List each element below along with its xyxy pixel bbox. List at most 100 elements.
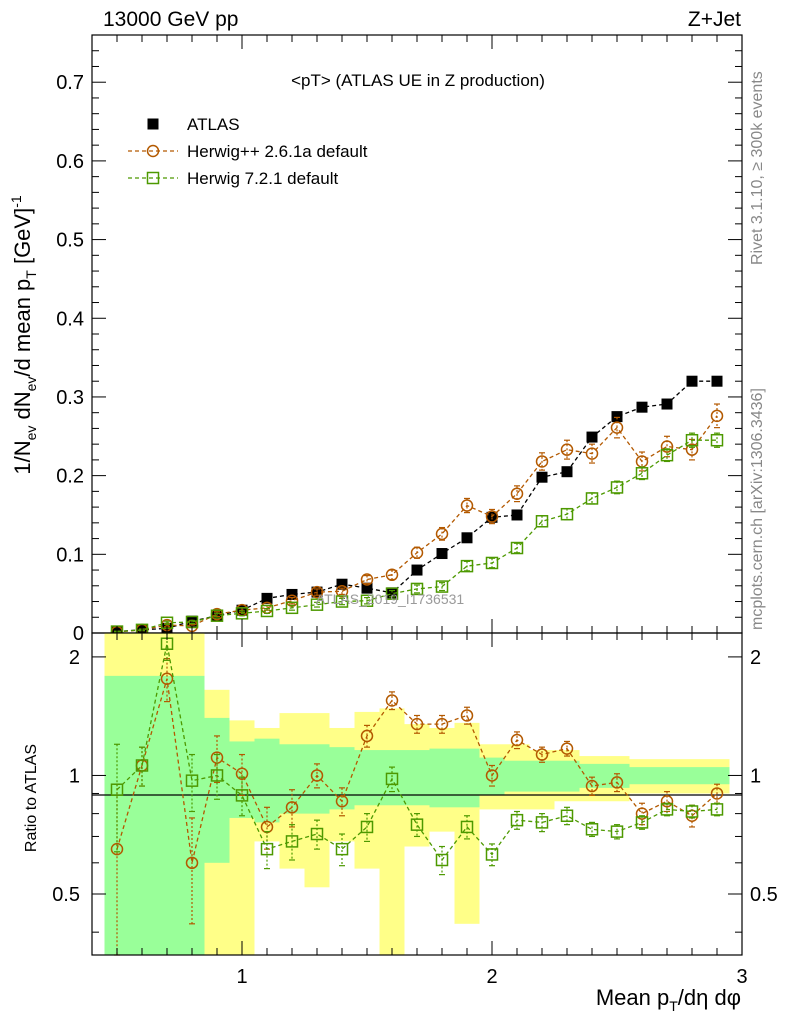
herwig-2-6-1a-default-point [610, 776, 624, 789]
herwig-7-2-1-default-point [410, 582, 424, 596]
herwig-7-2-1-default-point [285, 601, 299, 615]
outer-band-bin [379, 708, 405, 955]
inner-band-bin [404, 750, 430, 806]
herwig-2-6-1a-default-point [560, 443, 574, 456]
atlas-point [511, 509, 523, 521]
herwig-7-2-1-default-point [560, 809, 574, 823]
y-tick-label: 0.5 [52, 884, 80, 906]
ratio-y-axis-label: Ratio to ATLAS [23, 744, 40, 852]
ratio-panel: 1 2 3 0.5 0.5 1 1 2 2 [52, 632, 778, 988]
herwig-7-2-1-default-point [560, 507, 574, 521]
inner-band-bin [529, 760, 555, 792]
herwig-2-6-1a-default-point [660, 794, 674, 808]
herwig-7-2-1-default-point [435, 853, 449, 867]
herwig-2-6-1a-default-point [310, 585, 324, 599]
herwig-7-2-1-default-point [685, 805, 699, 818]
atlas-point [411, 564, 423, 576]
herwig-2-6-1a-default-point [635, 807, 649, 820]
atlas-point [436, 548, 448, 560]
herwig-2-6-1a-default-point [310, 769, 324, 782]
herwig-7-2-1-default-point [235, 789, 249, 802]
y-tick-label: 0.2 [56, 466, 84, 488]
atlas-point [361, 582, 373, 594]
herwig-7-2-1-default-point [585, 492, 599, 505]
herwig-7-2-1-default-point [460, 820, 474, 834]
herwig-7-2-1-default-point [110, 783, 124, 796]
y-tick-label: 0.4 [56, 308, 84, 330]
inner-band-bin [179, 675, 205, 955]
inner-band-bin [204, 717, 230, 863]
y-tick-label-right: 2 [750, 647, 761, 669]
herwig-7-2-1-default-point [185, 774, 199, 787]
y-tick-label: 0 [73, 623, 84, 645]
x-tick-label: 2 [486, 966, 497, 988]
herwig-2-6-1a-default-point [660, 440, 674, 453]
herwig-7-2-1-default-point [235, 607, 249, 620]
herwig-7-2-1-default-point [535, 816, 549, 829]
herwig-2-6-1a-default-point [435, 717, 449, 731]
herwig-2-6-1a-default-point [460, 499, 474, 512]
legend: ATLAS Herwig++ 2.6.1a default Herwig 7.2.1… [128, 115, 368, 188]
herwig-2-6-1a-default-point [560, 742, 574, 755]
herwig-7-2-1-default-point [510, 541, 524, 555]
x-tick-label: 1 [236, 966, 247, 988]
herwig-7-2-1-default-point [685, 433, 699, 447]
herwig-2-6-1a-default-point [510, 487, 524, 500]
herwig-2-6-1a-default-point [160, 672, 174, 686]
herwig-2-6-1a-default-point [585, 779, 599, 793]
herwig-7-2-1-default-point [210, 609, 224, 622]
x-axis-label: Mean pT/dη dφ [596, 985, 741, 1014]
herwig-7-2-1-default-point [535, 515, 549, 528]
herwig-7-2-1-default-point [260, 604, 274, 618]
header-left: 13000 GeV pp [103, 8, 238, 31]
herwig-7-2-1-default-point [310, 598, 324, 611]
inner-band-bin [579, 763, 605, 788]
atlas-point [336, 578, 348, 590]
atlas-point [686, 375, 698, 387]
y-tick-label-right: 1 [750, 765, 761, 787]
herwig-7-2-1-default-point [410, 818, 424, 831]
legend-item-herwig-2-6-1a-default-marker [146, 144, 160, 158]
herwig-7-2-1-default-point [510, 813, 524, 827]
herwig-7-2-1-default-point [660, 803, 674, 816]
herwig-7-2-1-default-point [310, 827, 324, 841]
inner-band-bin [629, 767, 655, 785]
main-panel: ATLAS_2019_I1736531 0 0.1 0.2 0.3 0.4 0.5 0.6 0… [56, 34, 743, 645]
legend-item-atlas-marker [147, 118, 159, 130]
herwig-2-6-1a-default-point [410, 717, 424, 731]
herwig-7-2-1-default-point [485, 556, 499, 570]
atlas-point [636, 401, 648, 413]
herwig-2-6-1a-default-point [460, 709, 474, 722]
herwig-2-6-1a-default-point [685, 443, 699, 456]
herwig-2-6-1a-default-point [185, 856, 199, 870]
inner-band-bin [329, 747, 355, 810]
herwig-2-6-1a-default-point [110, 842, 124, 856]
atlas-point [386, 587, 398, 599]
inner-band-bin [454, 748, 480, 808]
legend-item-herwig-7-2-1-default-label: Herwig 7.2.1 default [187, 169, 338, 188]
herwig-2-6-1a-default-point [410, 546, 424, 559]
herwig-2-6-1a-default-point [710, 787, 724, 800]
y-tick-label: 0.5 [56, 230, 84, 252]
atlas-point [536, 471, 548, 483]
y-tick-label: 0.7 [56, 72, 84, 94]
inner-band-bin [304, 744, 330, 814]
herwig-2-6-1a-default-point [385, 694, 399, 707]
atlas-point [486, 511, 498, 523]
herwig-2-6-1a-default-point [385, 568, 399, 582]
herwig-7-2-1-default-point [210, 769, 224, 782]
inner-band-bin [429, 748, 455, 808]
herwig-7-2-1-default-point [710, 433, 724, 447]
herwig-7-2-1-default-line [116, 439, 717, 633]
herwig-7-2-1-default-point [260, 842, 274, 856]
legend-item-herwig-7-2-1-default-marker [146, 171, 160, 185]
y-tick-label: 0.1 [56, 544, 84, 566]
mcplots-label: mcplots.cern.ch [arXiv:1306.3436] [749, 388, 766, 630]
herwig-7-2-1-default-point [360, 820, 374, 834]
inner-band-bin [254, 738, 280, 823]
atlas-point [461, 532, 473, 544]
inner-band-bin [704, 767, 730, 785]
herwig-7-2-1-default-point [460, 559, 474, 573]
herwig-7-2-1-default-point [485, 848, 499, 861]
